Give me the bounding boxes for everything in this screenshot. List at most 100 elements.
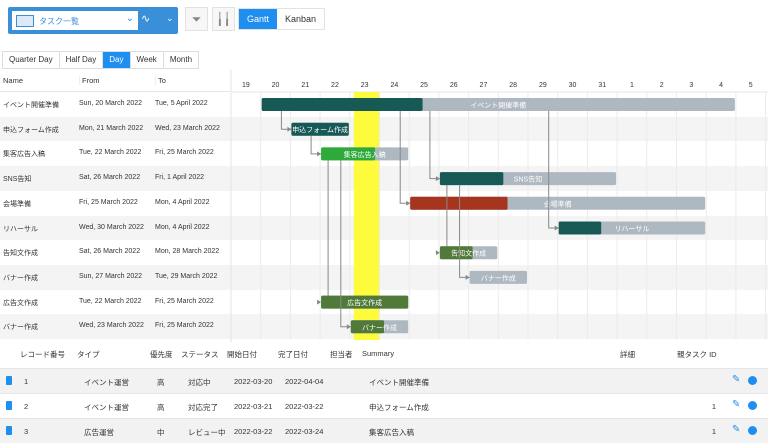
task-row[interactable]: 集客広告入稿 Tue, 22 March 2022 Fri, 25 March 20… (0, 141, 768, 166)
view-dropdown[interactable]: タスク一覧 ⌄ (11, 10, 139, 31)
remove-circle-icon[interactable] (748, 426, 757, 435)
task-row[interactable]: 申込フォーム作成 Mon, 21 March 2022 Wed, 23 March … (0, 116, 768, 142)
arrow-head (317, 151, 322, 157)
tab-month[interactable]: Month (169, 55, 193, 64)
column-header[interactable]: ステータス (181, 350, 219, 359)
cell-end: 2022-03-24 (285, 427, 324, 436)
gantt-bar[interactable]: バナー作成 (469, 270, 527, 284)
task-row[interactable]: バナー作成 Sun, 27 March 2022 Tue, 29 March 202… (0, 264, 768, 290)
pencil-icon[interactable]: ✎ (732, 374, 741, 385)
gantt-bar[interactable]: SNS告知 (439, 172, 617, 186)
column-header[interactable]: タイプ (77, 350, 100, 359)
table-row[interactable]: 3 広告運営 中 レビュー中 2022-03-22 2022-03-24 集客広告入稿 1 ✎ (0, 418, 768, 443)
column-header[interactable]: Summary (362, 349, 395, 358)
tab-week[interactable]: Week (131, 52, 164, 68)
column-header[interactable]: 親タスク ID (677, 350, 717, 359)
task-name: 申込フォーム作成 (3, 126, 59, 134)
bar-progress[interactable] (439, 172, 504, 186)
column-header[interactable]: 開始日付 (227, 350, 257, 359)
gantt-bar[interactable]: 申込フォーム作成 (291, 122, 349, 136)
task-row[interactable]: イベント開催準備 Sun, 20 March 2022 Tue, 5 April 2… (0, 92, 768, 117)
bar-progress[interactable] (291, 122, 349, 136)
task-row[interactable]: バナー作成 Wed, 23 March 2022 Fri, 25 March 202… (0, 314, 768, 339)
bar-background[interactable] (469, 270, 527, 284)
cell-end: 2022-03-22 (285, 402, 324, 411)
task-to: Wed, 23 March 2022 (155, 124, 220, 132)
view-selector[interactable]: タスク一覧 ⌄ ∿ ⌄ (8, 7, 178, 34)
document-icon[interactable] (6, 426, 12, 435)
task-to: Mon, 4 April 2022 (155, 223, 210, 231)
dependency-arrow (439, 185, 448, 254)
document-icon[interactable] (6, 376, 12, 385)
gantt-button[interactable]: Gantt (239, 9, 278, 29)
task-from: Wed, 30 March 2022 (79, 223, 144, 231)
chevron-down-icon[interactable]: ⌄ (166, 13, 174, 23)
cell-priority: 中 (157, 428, 165, 437)
task-from: Sat, 26 March 2022 (79, 174, 141, 182)
day-label: 1 (630, 82, 634, 89)
filter-button[interactable]: ⏷ (185, 7, 208, 31)
column-header[interactable]: 担当者 (330, 350, 353, 359)
cell-id: 1 (24, 377, 29, 386)
bar-progress[interactable] (410, 196, 508, 210)
table-row[interactable]: 1 イベント運営 高 対応中 2022-03-20 2022-04-04 イベント開催準備 ✎ (0, 368, 768, 393)
task-from: Wed, 23 March 2022 (79, 322, 144, 330)
day-label: 23 (361, 82, 369, 89)
document-icon[interactable] (6, 401, 12, 410)
column-header[interactable]: 完了日付 (278, 350, 308, 359)
column-header[interactable]: 優先度 (150, 350, 173, 359)
gantt-bar[interactable]: リハーサル (558, 221, 706, 235)
task-row[interactable]: 告知文作成 Sat, 26 March 2022 Mon, 28 March 202… (0, 240, 768, 265)
column-header[interactable]: 詳細 (620, 350, 635, 359)
tab-half-day[interactable]: Half Day (60, 52, 104, 68)
bar-progress[interactable] (321, 147, 376, 161)
cell-start: 2022-03-21 (234, 402, 273, 411)
task-to: Tue, 5 April 2022 (155, 100, 208, 107)
day-label: 25 (420, 82, 428, 89)
bar-progress[interactable] (439, 246, 473, 260)
kanban-button[interactable]: Kanban (285, 14, 317, 24)
line-graph-icon[interactable]: ∿ (141, 13, 151, 25)
name-header[interactable]: Name (3, 76, 24, 85)
day-label: 20 (272, 82, 280, 89)
dependency-arrow (321, 160, 329, 303)
bar-progress[interactable] (558, 221, 602, 235)
arrow-head (317, 299, 322, 305)
table-row[interactable]: 2 イベント運営 高 対応完了 2022-03-21 2022-03-22 申込フォーム作成… (0, 393, 768, 418)
task-row[interactable]: 広告文作成 Tue, 22 March 2022 Fri, 25 March 202… (0, 290, 768, 315)
gantt-bar[interactable]: イベント開催準備 (261, 98, 735, 111)
bar-progress[interactable] (350, 320, 385, 334)
bar-progress[interactable] (321, 295, 409, 309)
column-header[interactable]: レコード番号 (20, 350, 65, 359)
arrow-head (435, 250, 440, 256)
cell-id: 2 (24, 402, 29, 411)
chart-button[interactable]: ╽╽ (212, 7, 235, 31)
gantt-bar[interactable]: 集客広告入稿 (321, 147, 409, 161)
tab-quarter-day[interactable]: Quarter Day (3, 52, 60, 68)
bar-label: 集客広告入稿 (344, 150, 386, 159)
pencil-icon[interactable]: ✎ (732, 399, 741, 410)
cell-status: 対応中 (188, 378, 211, 387)
task-from: Mon, 21 March 2022 (79, 124, 144, 132)
remove-circle-icon[interactable] (748, 401, 757, 410)
task-to: Mon, 4 April 2022 (155, 198, 210, 206)
gantt-bar[interactable]: 告知文作成 (439, 246, 498, 260)
task-row[interactable]: 会場準備 Fri, 25 March 2022 Mon, 4 April 2022 (0, 191, 768, 216)
task-from: Sat, 26 March 2022 (79, 248, 141, 256)
gantt-bar[interactable]: 会場準備 (410, 196, 706, 210)
remove-circle-icon[interactable] (748, 376, 757, 385)
gantt-bar[interactable]: バナー作成 (350, 320, 409, 334)
bar-label: SNS告知 (514, 175, 542, 184)
task-from: Sun, 20 March 2022 (79, 100, 143, 107)
task-row[interactable]: SNS告知 Sat, 26 March 2022 Fri, 1 April 2022 (0, 166, 768, 191)
gantt-bar[interactable]: 広告文作成 (321, 295, 409, 309)
task-name: バナー作成 (3, 324, 38, 332)
pencil-icon[interactable]: ✎ (732, 424, 741, 435)
from-header[interactable]: From (79, 76, 100, 85)
task-name: リハーサル (3, 225, 38, 233)
bar-progress[interactable] (261, 98, 423, 111)
tab-day[interactable]: Day (103, 52, 131, 68)
task-name: 告知文作成 (3, 250, 38, 258)
task-name: イベント開催準備 (3, 102, 59, 109)
to-header[interactable]: To (155, 76, 166, 85)
